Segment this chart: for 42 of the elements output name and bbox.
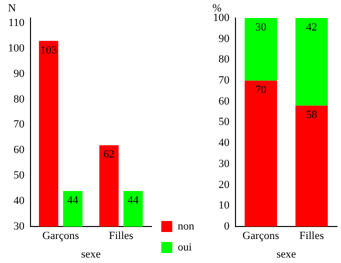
y-tick-label: 80 — [218, 54, 230, 66]
legend-label: oui — [178, 241, 192, 254]
x-tick-label: Filles — [108, 230, 134, 242]
data-label: 42 — [306, 21, 318, 34]
data-label: 103 — [40, 44, 58, 56]
y-tick-label: 90 — [14, 68, 25, 80]
legend-label: non — [178, 220, 195, 232]
bar — [295, 18, 328, 106]
y-axis-title: % — [212, 2, 222, 14]
y-tick-label: 40 — [14, 195, 25, 208]
y-tick-label: 30 — [14, 220, 25, 232]
y-tick-label: 0 — [224, 220, 230, 232]
data-label: 44 — [128, 194, 140, 206]
y-tick-label: 50 — [218, 116, 230, 128]
y-tick-label: 20 — [218, 178, 230, 191]
y-tick-label: 10 — [218, 200, 230, 212]
y-tick-label: 60 — [218, 95, 230, 108]
data-label: 44 — [67, 194, 79, 206]
y-tick-label: 100 — [213, 12, 230, 24]
y-tick-label: 30 — [218, 158, 230, 170]
y-axis-title: N — [8, 2, 16, 14]
bar — [244, 80, 278, 227]
y-tick-label: 60 — [14, 144, 25, 156]
x-tick-label: Garçons — [42, 230, 80, 242]
y-tick-label: 80 — [14, 93, 25, 106]
x-tick-label: Garçons — [242, 230, 280, 242]
y-tick-label: 70 — [218, 74, 230, 86]
y-tick-label: 70 — [14, 118, 25, 131]
bar — [244, 18, 278, 81]
x-tick-label: Filles — [299, 230, 324, 242]
y-tick-label: 110 — [8, 16, 25, 29]
data-label: 70 — [255, 84, 267, 96]
bar — [295, 106, 328, 227]
x-axis-title: sexe — [81, 248, 101, 260]
data-label: 58 — [306, 109, 318, 122]
y-tick-label: 100 — [8, 42, 25, 54]
y-tick-label: 50 — [14, 170, 25, 182]
y-tick-label: 90 — [218, 32, 230, 45]
data-label: 30 — [255, 21, 267, 34]
x-axis-title: sexe — [276, 248, 296, 260]
y-tick-label: 40 — [218, 137, 230, 150]
data-label: 62 — [103, 148, 114, 161]
